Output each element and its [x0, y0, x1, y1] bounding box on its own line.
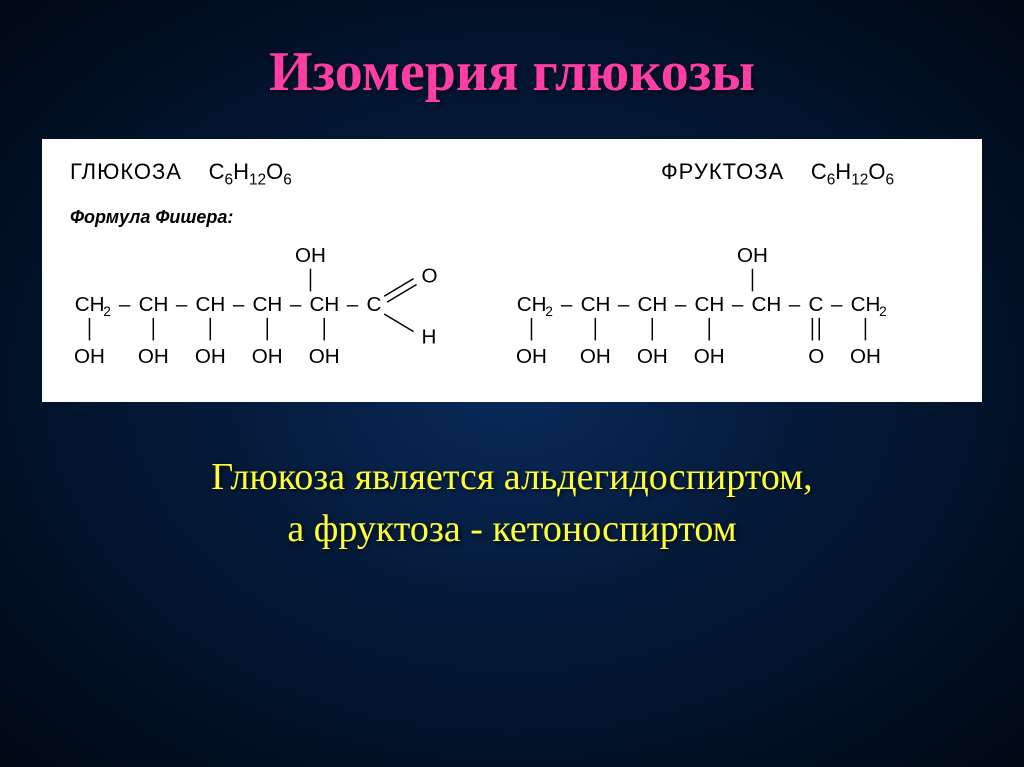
svg-text:O: O — [421, 265, 437, 288]
svg-text:OH: OH — [580, 345, 611, 368]
svg-text:–: – — [561, 293, 573, 316]
svg-text:–: – — [233, 293, 245, 316]
svg-text:CH: CH — [253, 293, 283, 316]
svg-text:CH: CH — [309, 293, 339, 316]
svg-text:–: – — [831, 293, 843, 316]
glucose-formula: C6H12O6 — [209, 159, 292, 184]
fructose-formula: C6H12O6 — [811, 159, 894, 184]
glucose-header: ГЛЮКОЗА C6H12O6 — [70, 159, 292, 189]
svg-text:OH: OH — [850, 345, 881, 368]
svg-text:CH: CH — [75, 293, 105, 316]
slide-title: Изомерия глюкозы — [269, 40, 755, 104]
svg-text:CH: CH — [581, 293, 611, 316]
svg-text:OH: OH — [694, 345, 725, 368]
fructose-header: ФРУКТОЗА C6H12O6 — [661, 159, 954, 189]
svg-text:OH: OH — [195, 345, 226, 368]
caption-line2: а фруктоза - кетоноспиртом — [287, 508, 736, 550]
svg-text:CH: CH — [139, 293, 169, 316]
svg-text:–: – — [618, 293, 630, 316]
svg-text:OH: OH — [309, 345, 340, 368]
svg-text:CH: CH — [851, 293, 881, 316]
svg-text:CH: CH — [638, 293, 668, 316]
structures-box: ГЛЮКОЗА C6H12O6 ФРУКТОЗА C6H12O6 Формула… — [42, 139, 982, 402]
fischer-label: Формула Фишера: — [60, 207, 964, 228]
fructose-name: ФРУКТОЗА — [661, 159, 784, 184]
glucose-name: ГЛЮКОЗА — [70, 159, 182, 184]
svg-text:OH: OH — [74, 345, 105, 368]
svg-text:–: – — [347, 293, 359, 316]
svg-text:CH: CH — [517, 293, 547, 316]
svg-text:–: – — [732, 293, 744, 316]
svg-text:OH: OH — [138, 345, 169, 368]
svg-text:CH: CH — [752, 293, 782, 316]
svg-text:C: C — [366, 293, 381, 316]
svg-text:C: C — [809, 293, 824, 316]
compounds-header-row: ГЛЮКОЗА C6H12O6 ФРУКТОЗА C6H12O6 — [60, 159, 964, 189]
caption-line1: Глюкоза является альдегидоспиртом, — [211, 456, 812, 498]
svg-text:OH: OH — [252, 345, 283, 368]
svg-text:OH: OH — [737, 244, 768, 267]
svg-text:OH: OH — [295, 244, 326, 267]
svg-text:H: H — [421, 326, 436, 349]
svg-text:O: O — [809, 345, 825, 368]
svg-text:–: – — [119, 293, 131, 316]
svg-text:OH: OH — [516, 345, 547, 368]
svg-text:2: 2 — [103, 304, 111, 319]
svg-text:2: 2 — [546, 304, 554, 319]
slide-caption: Глюкоза является альдегидоспиртом, а фру… — [211, 452, 812, 555]
svg-text:–: – — [675, 293, 687, 316]
svg-text:–: – — [176, 293, 188, 316]
svg-text:OH: OH — [637, 345, 668, 368]
svg-text:2: 2 — [880, 304, 888, 319]
structures-row: OH CH2 – CH – CH – CH – CH – C — [60, 236, 964, 386]
slide-container: Изомерия глюкозы ГЛЮКОЗА C6H12O6 ФРУКТОЗ… — [0, 0, 1024, 767]
glucose-structure: OH CH2 – CH – CH – CH – CH – C — [60, 236, 482, 386]
fructose-structure: OH CH2 – CH – CH – CH – CH – C – CH2 — [502, 236, 964, 386]
svg-text:–: – — [789, 293, 801, 316]
svg-text:CH: CH — [196, 293, 226, 316]
svg-text:CH: CH — [695, 293, 725, 316]
svg-text:–: – — [290, 293, 302, 316]
